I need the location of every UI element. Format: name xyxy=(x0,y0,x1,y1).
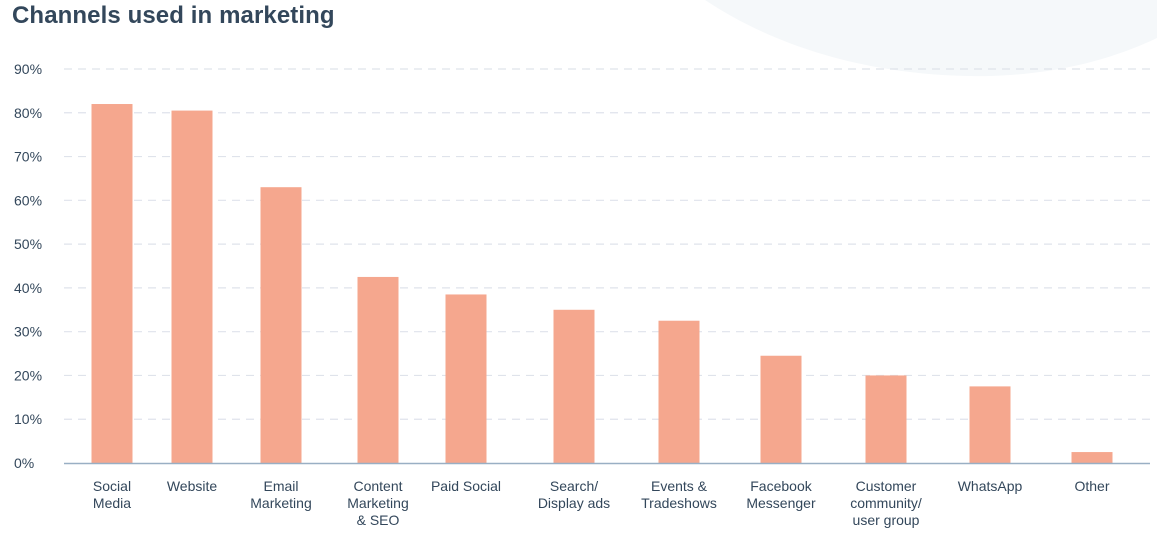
y-tick-label: 90% xyxy=(14,61,42,77)
y-tick-label: 80% xyxy=(14,105,42,121)
bar xyxy=(1071,452,1113,463)
bar xyxy=(553,309,595,463)
y-tick-label: 30% xyxy=(14,324,42,340)
x-category-label: Social Media xyxy=(93,478,131,511)
y-tick-label: 0% xyxy=(14,455,34,471)
bars xyxy=(91,104,1113,464)
y-tick-label: 50% xyxy=(14,236,42,252)
bar xyxy=(260,187,302,463)
y-tick-label: 60% xyxy=(14,192,42,208)
bar xyxy=(865,375,907,463)
x-category-label: Customer community/user group xyxy=(850,478,922,528)
y-tick-label: 40% xyxy=(14,280,42,296)
bar xyxy=(445,294,487,463)
bar xyxy=(91,104,133,464)
x-axis-category-labels: Social Media Website Email Marketing Content M… xyxy=(93,478,1110,528)
x-category-label: Other xyxy=(1074,478,1109,494)
x-category-label: Facebook Messenger xyxy=(746,478,816,511)
x-category-label: Content Marketing & SEO xyxy=(347,478,408,528)
bar xyxy=(357,276,399,463)
x-category-label: Paid Social xyxy=(431,478,501,494)
x-category-label: Email Marketing xyxy=(250,478,311,511)
bar xyxy=(760,355,802,463)
chart-title: Channels used in marketing xyxy=(12,2,335,29)
bar xyxy=(171,110,213,463)
x-category-label: WhatsApp xyxy=(958,478,1023,494)
bar xyxy=(969,386,1011,463)
bar xyxy=(658,320,700,463)
x-category-label: Search/Display ads xyxy=(538,478,610,511)
background-wave-decoration xyxy=(705,0,1157,77)
y-tick-label: 20% xyxy=(14,367,42,383)
y-tick-label: 70% xyxy=(14,149,42,165)
gridlines xyxy=(64,68,1150,420)
x-category-label: Events & Tradeshows xyxy=(641,478,717,511)
x-category-label: Website xyxy=(167,478,218,494)
y-tick-label: 10% xyxy=(14,411,42,427)
y-axis-tick-labels: 0% 10% 20% 30% 40% 50% 60% 70% 80% 90% xyxy=(14,61,42,471)
